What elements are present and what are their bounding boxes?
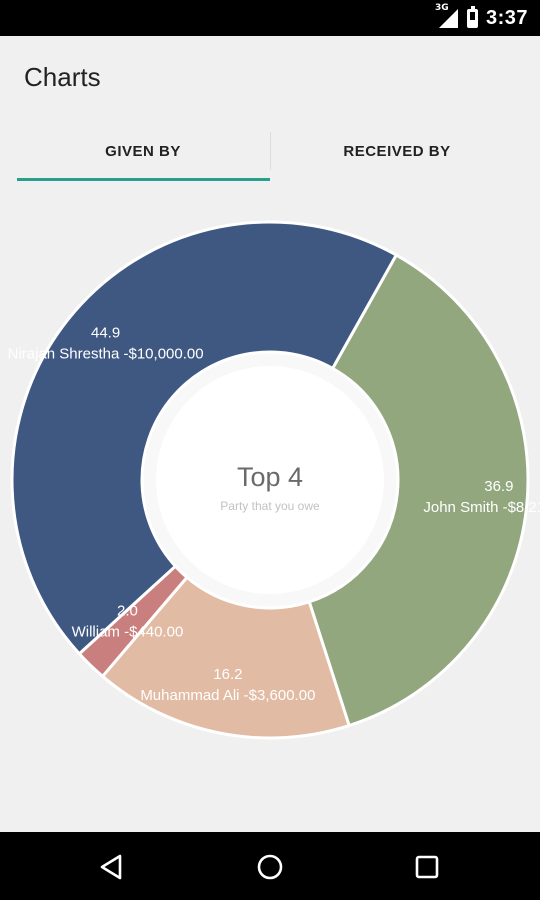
donut-hole (156, 366, 384, 594)
chart-container: 36.9 John Smith -$8,218.00 16.2 Muhammad Al… (0, 210, 540, 770)
slice-name-amount-label: William -$440.00 (72, 623, 184, 640)
center-title: Top 4 (237, 462, 303, 492)
back-button[interactable] (96, 850, 130, 884)
chart-slices (10, 220, 530, 740)
recents-button[interactable] (410, 850, 444, 884)
network-type: 3G (434, 3, 449, 13)
slice-name-amount-label: Nirajan Shrestha -$10,000.00 (8, 345, 204, 362)
navigation-bar (0, 832, 540, 900)
slice-percent-label: 44.9 (91, 324, 120, 341)
home-button[interactable] (253, 850, 287, 884)
slice-percent-label: 2.0 (117, 602, 138, 619)
chart-labels: 36.9 John Smith -$8,218.00 16.2 Muhammad Al… (8, 324, 540, 704)
slice-percent-label: 16.2 (213, 666, 242, 683)
tab-indicator (17, 178, 270, 181)
battery-icon (466, 5, 478, 28)
page-title: Charts (24, 62, 101, 92)
status-icons: 3G 3:37 (435, 0, 528, 36)
slice-name-amount-label: Muhammad Ali -$3,600.00 (140, 687, 315, 704)
tab-divider (270, 132, 271, 170)
slice-percent-label: 36.9 (484, 478, 513, 495)
status-time: 3:37 (485, 6, 528, 29)
signal-strength-icon (438, 9, 458, 28)
center-subtitle: Party that you owe (220, 499, 320, 513)
tab-bar: GIVEN BY RECEIVED BY (0, 120, 540, 182)
status-bar: 3G 3:37 (0, 0, 540, 36)
tab-received-by[interactable]: RECEIVED BY (343, 142, 451, 160)
home-icon (257, 854, 283, 880)
slice-name-amount-label: John Smith -$8,218.00 (423, 499, 540, 516)
recents-icon (415, 855, 439, 879)
donut-chart: 36.9 John Smith -$8,218.00 16.2 Muhammad Al… (8, 220, 540, 740)
signal-icon: 3G (435, 3, 459, 29)
tab-given-by[interactable]: GIVEN BY (105, 142, 181, 160)
back-icon (100, 854, 122, 880)
